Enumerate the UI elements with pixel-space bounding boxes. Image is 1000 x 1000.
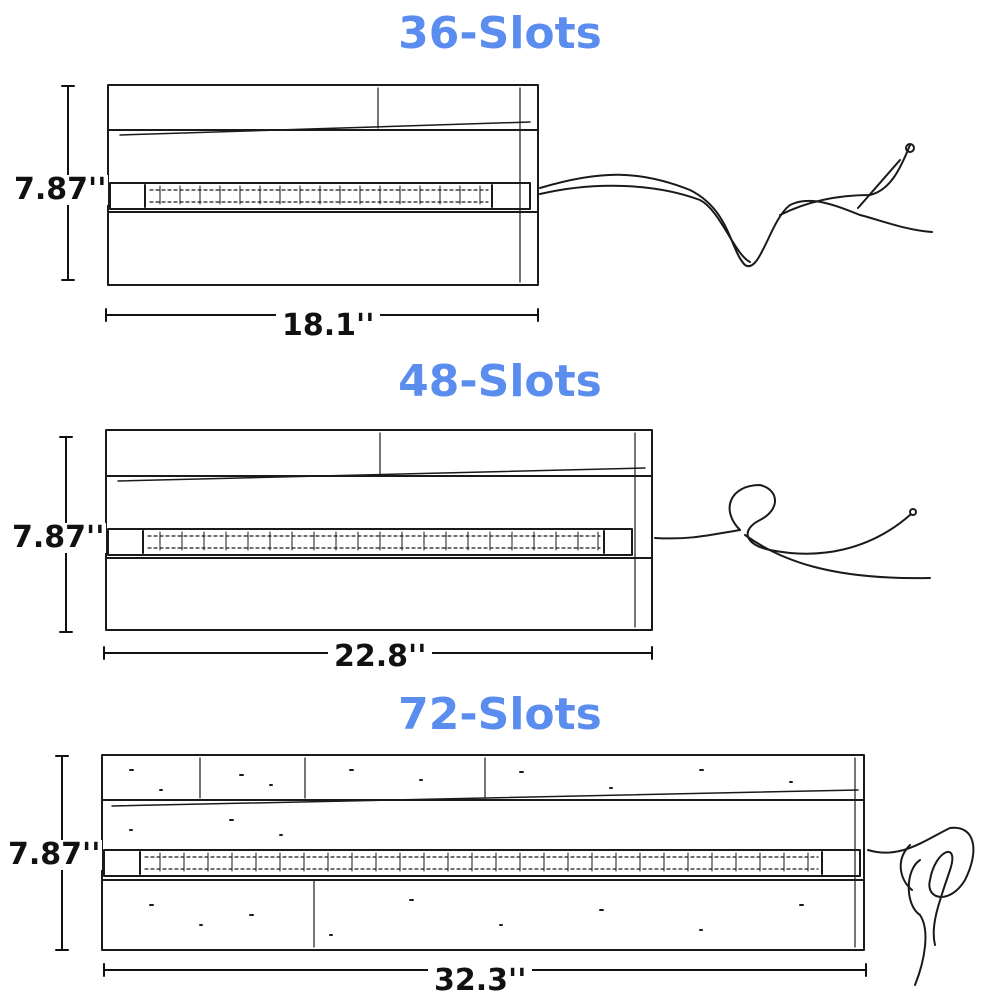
roll-72-ties	[867, 826, 975, 986]
roll-36-title: 36-Slots	[398, 8, 602, 59]
roll-48-slots-drawing	[105, 429, 931, 631]
roll-48-ties	[654, 484, 931, 580]
roll-36-slots-drawing	[107, 84, 933, 286]
roll-72-width-label: 32.3''	[428, 966, 533, 996]
roll-36-elastic-band	[109, 182, 531, 210]
roll-48-width-label: 22.8''	[328, 642, 433, 672]
roll-48-title: 48-Slots	[398, 356, 602, 407]
roll-72-title: 72-Slots	[398, 689, 602, 740]
roll-36-body	[107, 84, 539, 286]
roll-72-height-label: 7.87''	[6, 837, 103, 872]
dimension-lines	[55, 85, 867, 977]
roll-36-ties	[539, 143, 933, 268]
roll-36-height-label: 7.87''	[12, 172, 109, 207]
roll-48-elastic-band	[107, 528, 633, 556]
roll-72-slots-drawing	[101, 754, 975, 986]
roll-36-width-label: 18.1''	[276, 311, 381, 341]
roll-48-height-label: 7.87''	[10, 520, 107, 555]
roll-72-body	[101, 754, 865, 951]
roll-72-elastic-band	[103, 849, 861, 877]
